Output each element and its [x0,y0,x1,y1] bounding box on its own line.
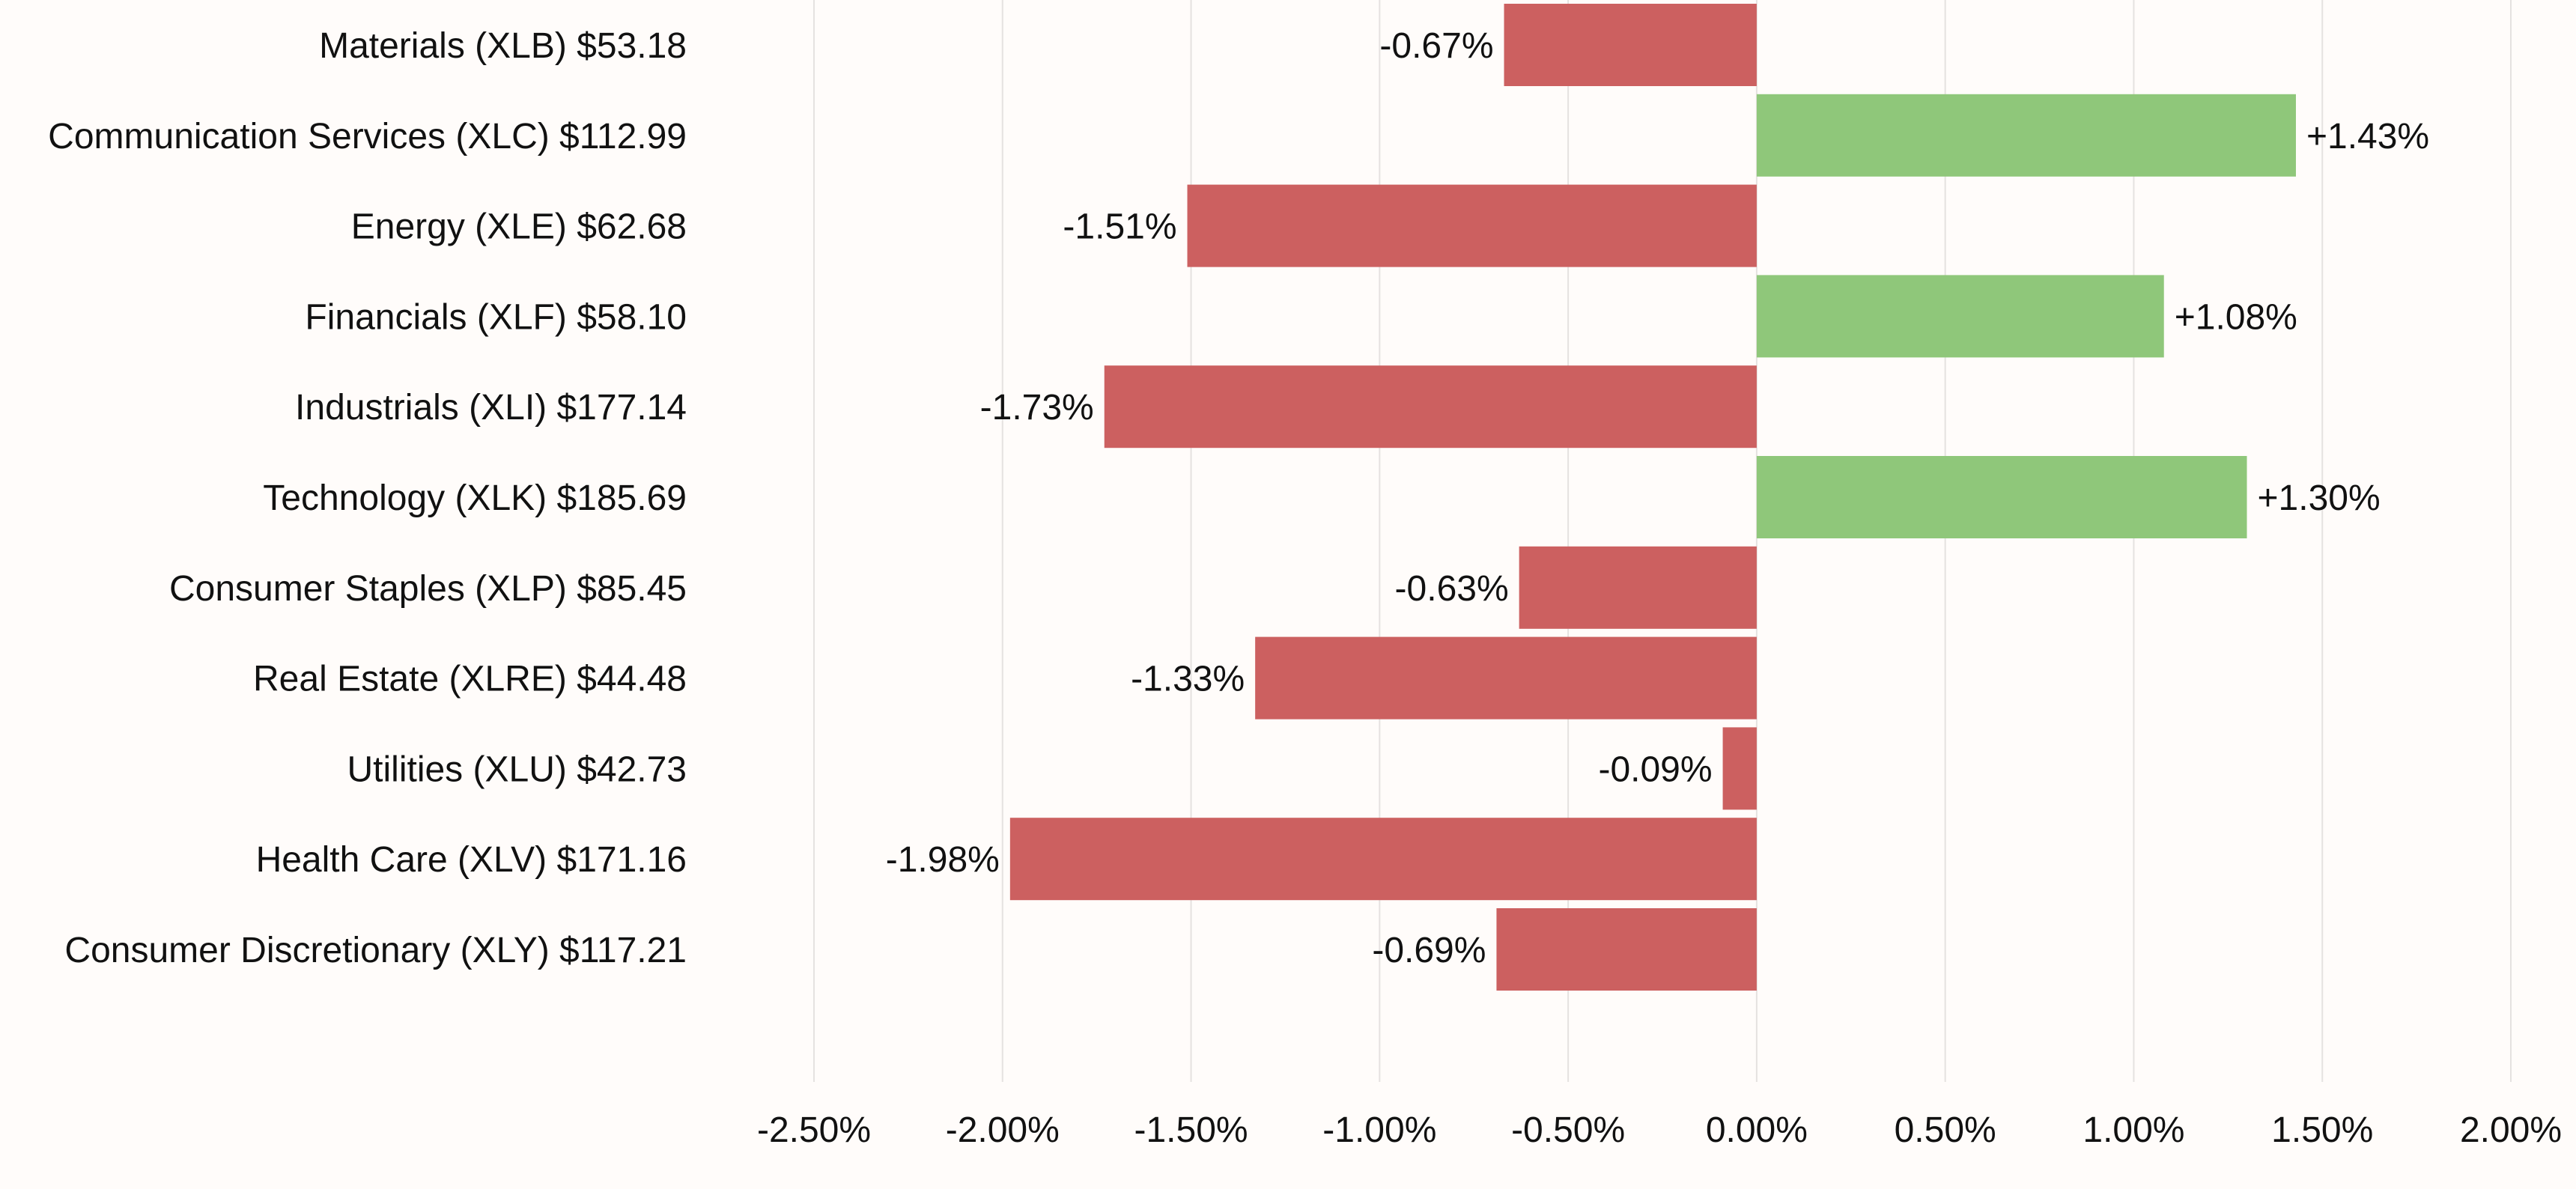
bar [1009,818,1757,901]
bar [1504,4,1757,86]
category-label: Technology (XLK) $185.69 [263,478,687,518]
bar [1722,727,1757,810]
value-label: -1.98% [886,840,1000,880]
category-label: Health Care (XLV) $171.16 [256,840,687,880]
bar [1104,365,1757,448]
x-axis-tick-labels: -2.50% -2.00% -1.50% -1.00% -0.50% 0.00% 0.50%… [757,1110,2562,1150]
x-tick-label: -1.50% [1134,1110,1248,1150]
category-labels: Materials (XLB) $53.18 Communication Serv… [48,26,687,970]
bar [1756,456,2247,538]
bar [1255,636,1757,720]
value-label: +1.30% [2258,478,2381,518]
bar [1756,275,2164,358]
value-label: -0.67% [1379,26,1493,66]
bar [1519,546,1757,629]
value-label: -0.69% [1372,931,1486,970]
category-label: Materials (XLB) $53.18 [319,26,687,66]
category-label: Financials (XLF) $58.10 [305,297,687,337]
category-label: Consumer Discretionary (XLY) $117.21 [64,931,687,970]
bar-layer [1009,4,2296,991]
value-labels: -0.67% +1.43% -1.51% +1.08% -1.73% +1.30% -0.6… [886,26,2429,970]
category-label: Utilities (XLU) $42.73 [347,749,687,789]
x-tick-label: 1.00% [2083,1110,2184,1150]
value-label: -0.63% [1395,569,1509,609]
x-tick-label: 0.00% [1706,1110,1808,1150]
value-label: -1.33% [1131,660,1245,699]
bar [1756,94,2296,177]
category-label: Industrials (XLI) $177.14 [295,388,687,428]
x-tick-label: 2.00% [2460,1110,2562,1150]
x-tick-label: 1.50% [2271,1110,2373,1150]
category-label: Energy (XLE) $62.68 [351,207,687,247]
x-tick-label: -2.50% [757,1110,871,1150]
bar [1496,908,1757,991]
category-label: Real Estate (XLRE) $44.48 [253,660,687,699]
x-tick-label: -0.50% [1511,1110,1625,1150]
value-label: +1.08% [2175,297,2297,337]
grid-layer [813,0,2512,1082]
category-label: Consumer Staples (XLP) $85.45 [169,569,687,609]
x-tick-label: -2.00% [946,1110,1060,1150]
value-label: -1.51% [1063,207,1176,247]
x-tick-label: -1.00% [1322,1110,1436,1150]
value-label: +1.43% [2306,117,2429,156]
value-label: -1.73% [980,388,1094,428]
category-label: Communication Services (XLC) $112.99 [48,117,687,156]
bar [1187,184,1757,267]
value-label: -0.09% [1598,749,1712,789]
x-tick-label: 0.50% [1895,1110,1996,1150]
